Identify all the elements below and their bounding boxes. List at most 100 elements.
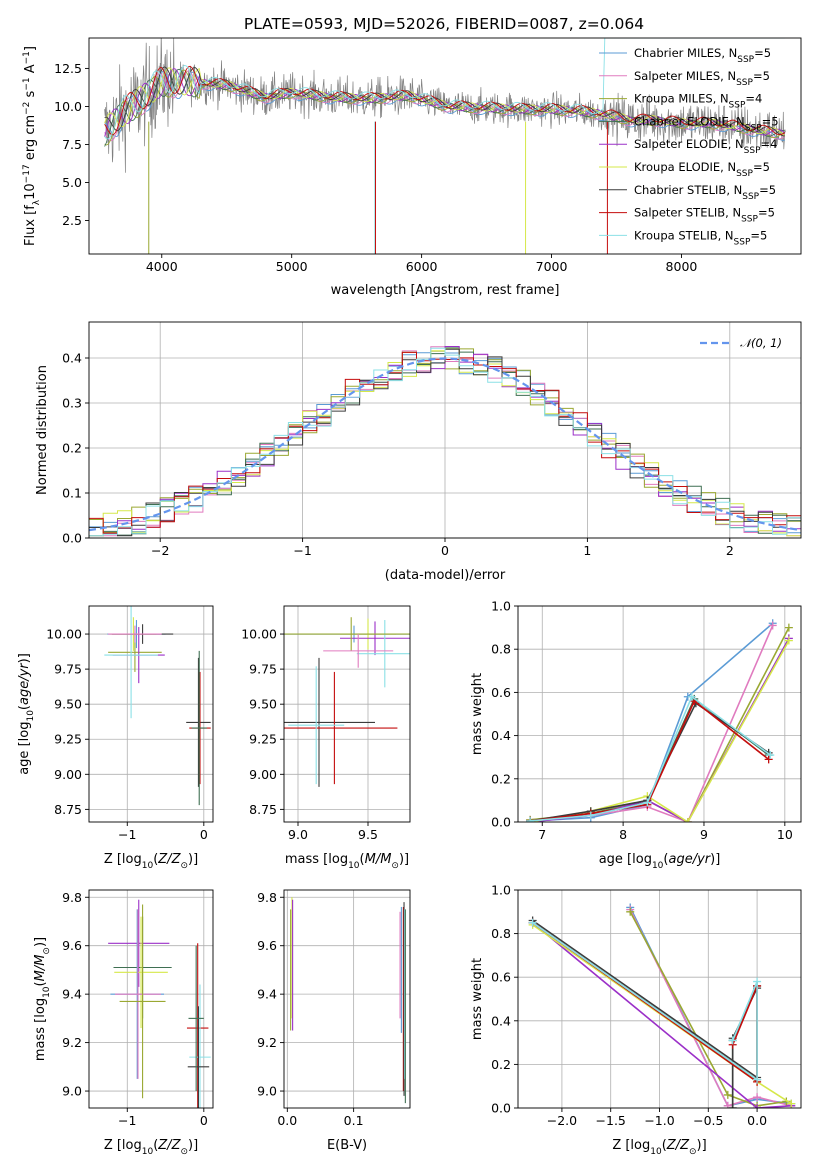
x-tick-label: 8	[619, 827, 627, 842]
y-tick-label: 8.75	[54, 802, 82, 817]
x-tick-label: 7	[538, 827, 546, 842]
y-tick-label: 5.0	[62, 175, 82, 190]
x-tick-label: −1	[118, 827, 136, 842]
y-tick-label: 9.8	[62, 890, 82, 905]
x-tick-label: 0	[441, 543, 449, 558]
series-line	[532, 922, 758, 1082]
y-axis-label: mass [log10(M/M⊙)]	[33, 937, 52, 1061]
x-tick-label: 9.5	[358, 827, 378, 842]
y-tick-label: 0.3	[62, 396, 82, 411]
series-marker	[728, 1036, 737, 1045]
y-tick-label: 9.4	[257, 987, 277, 1002]
series-line	[529, 640, 790, 822]
y-tick-label: 0.4	[491, 728, 511, 743]
spectrum-data	[104, 38, 786, 254]
axes-frame	[517, 889, 802, 1109]
y-tick-label: 9.00	[54, 767, 82, 782]
y-tick-label: 8.75	[249, 802, 277, 817]
legend-entry: Salpeter STELIB, NSSP=5	[634, 206, 775, 225]
y-axis-label: mass weight	[470, 958, 485, 1040]
y-tick-label: 1.0	[491, 599, 511, 614]
x-axis-label: (data-model)/error	[385, 568, 506, 583]
series-marker	[753, 1104, 762, 1108]
series-line	[530, 638, 790, 822]
model-spectrum	[104, 38, 785, 140]
y-axis-label: Flux [fλ10−17 erg cm−2 s−1 A−1]	[22, 46, 42, 246]
y-axis-label: Normed distribution	[35, 365, 50, 495]
y-tick-label: 9.6	[257, 938, 277, 953]
series-marker	[753, 1075, 762, 1084]
legend-entry: Kroupa STELIB, NSSP=5	[634, 228, 767, 247]
x-axis-label: mass [log10(M/M⊙)]	[285, 852, 409, 871]
x-axis-label: Z [log10(Z/Z⊙)]	[104, 852, 198, 871]
x-tick-label: 0.0	[277, 1113, 297, 1128]
x-axis-label: wavelength [Angstrom, rest frame]	[331, 283, 560, 298]
y-tick-label: 0.4	[62, 351, 82, 366]
y-tick-label: 9.50	[54, 697, 82, 712]
y-tick-label: 0.6	[491, 970, 511, 985]
figure-title: PLATE=0593, MJD=52026, FIBERID=0087, z=0…	[244, 15, 644, 33]
model-spectrum	[104, 69, 786, 146]
x-axis-label: Z [log10(Z/Z⊙)]	[104, 1138, 198, 1157]
x-tick-label: −1	[118, 1113, 136, 1128]
normal-curve	[89, 357, 801, 532]
x-axis-label: E(B-V)	[327, 1138, 367, 1153]
y-tick-label: 0.8	[491, 926, 511, 941]
y-tick-label: 0.2	[491, 771, 511, 786]
series-marker	[753, 1093, 762, 1102]
y-tick-label: 0.6	[491, 685, 511, 700]
x-tick-label: 2	[726, 543, 734, 558]
age-mass-panel: 9.0 9.5 8.75 9.00 9.25 9.50 9.75 10.00 mass [log…	[241, 605, 411, 871]
series-marker	[626, 907, 635, 916]
series-line	[629, 909, 792, 1107]
series-line	[532, 922, 792, 1108]
y-tick-label: 0.2	[491, 1057, 511, 1072]
x-tick-label: 9	[700, 827, 708, 842]
weight-age-data	[526, 619, 793, 822]
age-mass-data	[284, 617, 410, 787]
residual-histogram	[89, 348, 801, 537]
legend-entry: Chabrier MILES, NSSP=5	[634, 46, 771, 65]
legend-entry: Chabrier STELIB, NSSP=5	[634, 183, 776, 202]
series-marker	[586, 811, 595, 820]
y-tick-label: 9.2	[257, 1035, 277, 1050]
series-marker	[723, 1101, 732, 1108]
y-tick-label: 9.8	[257, 890, 277, 905]
axes-frame	[88, 889, 214, 1109]
series-marker	[723, 1090, 732, 1099]
y-tick-label: 9.75	[249, 662, 277, 677]
x-tick-label: 7000	[536, 259, 568, 274]
y-tick-label: 9.25	[54, 732, 82, 747]
x-axis-label: Z [log10(Z/Z⊙)]	[612, 1138, 706, 1157]
residuals-data	[89, 346, 801, 537]
axes-frame	[283, 605, 411, 823]
series-marker	[768, 621, 777, 630]
y-tick-label: 9.75	[54, 662, 82, 677]
model-spectrum	[104, 67, 786, 137]
x-tick-label: 0.1	[344, 1113, 364, 1128]
x-tick-label: −1	[293, 543, 311, 558]
y-tick-label: 9.4	[62, 987, 82, 1002]
series-marker	[784, 636, 793, 645]
y-tick-label: 9.0	[257, 1084, 277, 1099]
series-marker	[687, 692, 696, 701]
y-tick-label: 2.5	[62, 213, 82, 228]
y-tick-label: 9.0	[62, 1084, 82, 1099]
y-tick-label: 0.0	[491, 1101, 511, 1116]
series-line	[629, 911, 787, 1107]
legend-entry: Salpeter MILES, NSSP=5	[634, 69, 770, 88]
y-tick-label: 9.2	[62, 1035, 82, 1050]
model-spectrum	[104, 66, 785, 137]
series-marker	[766, 751, 775, 760]
y-tick-label: 7.5	[62, 137, 82, 152]
x-tick-label: −1.0	[644, 1113, 674, 1128]
x-tick-label: −0.5	[693, 1113, 723, 1128]
legend-entry: Salpeter ELODIE, NSSP=4	[634, 137, 777, 156]
x-tick-label: 8000	[666, 259, 698, 274]
y-tick-label: 9.50	[249, 697, 277, 712]
x-tick-label: −2	[151, 543, 169, 558]
x-tick-label: 0	[200, 1113, 208, 1128]
x-tick-label: 6000	[406, 259, 438, 274]
series-marker	[784, 623, 793, 632]
